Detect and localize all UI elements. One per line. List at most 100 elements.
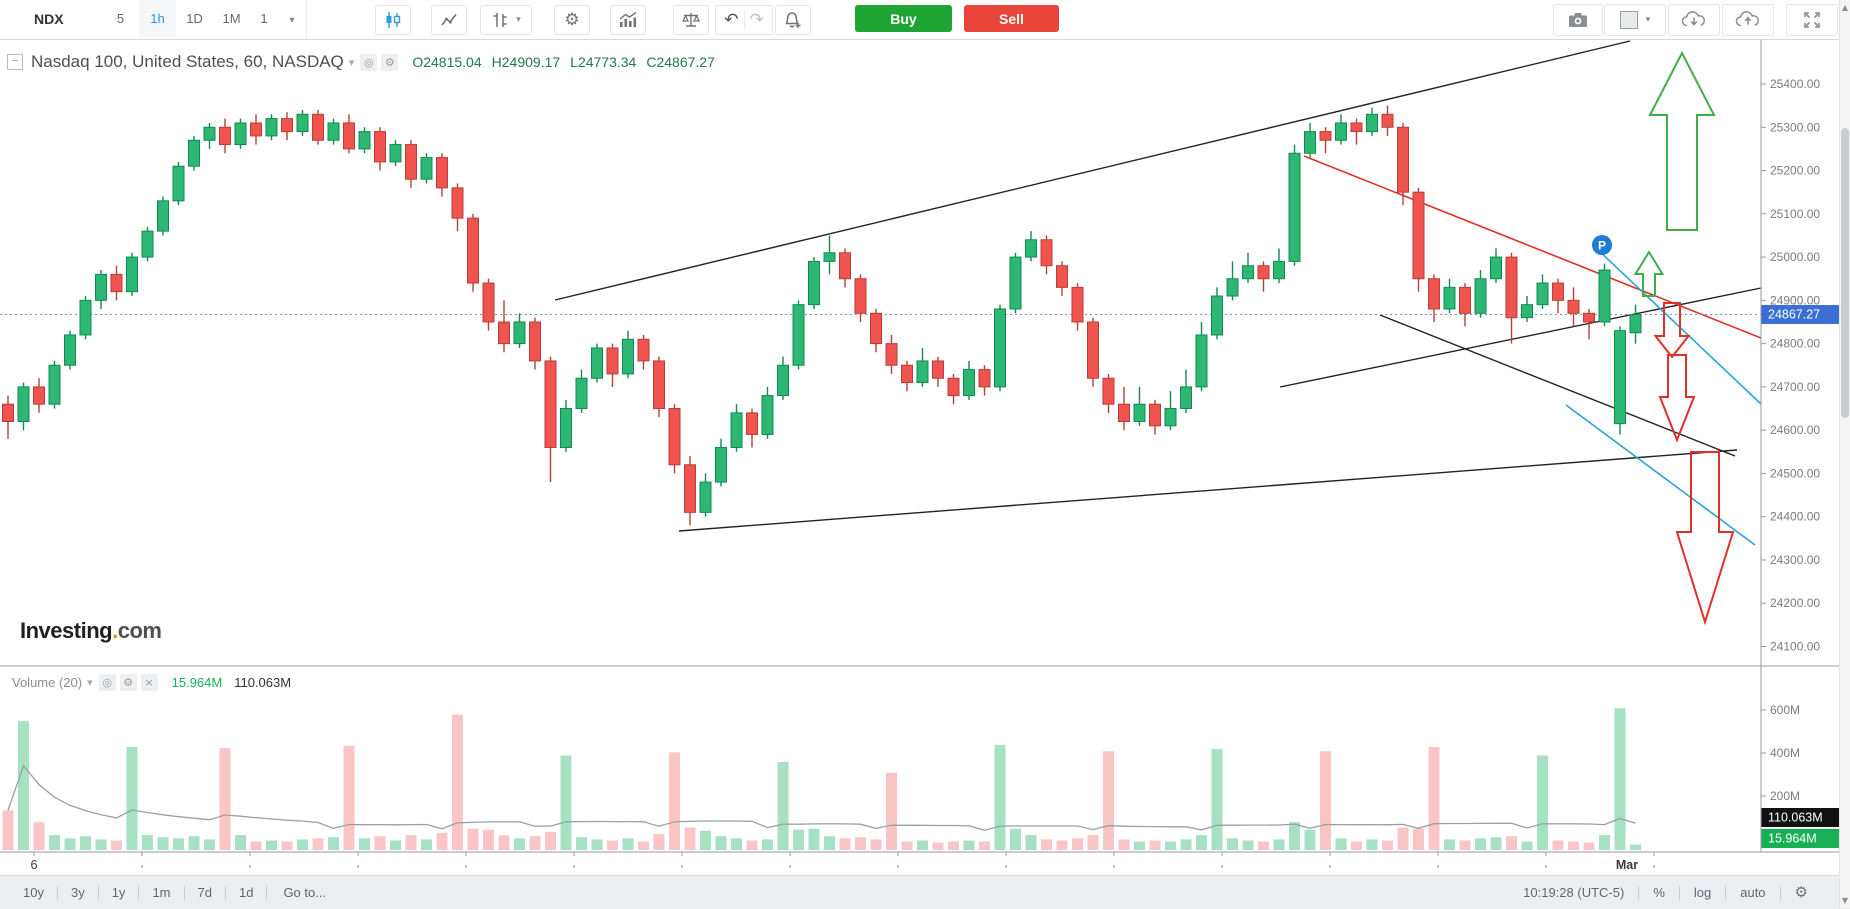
redo-icon[interactable]: ↷ — [749, 9, 764, 30]
chart-type-candles-button[interactable] — [375, 5, 411, 35]
interval-dropdown[interactable]: ▾ — [278, 0, 307, 38]
range-button-1m[interactable]: 1m — [152, 885, 171, 900]
hide-volume-icon[interactable]: ◎ — [98, 673, 116, 691]
volume-bar — [1304, 829, 1316, 850]
volume-bar — [142, 835, 153, 850]
candle-body — [808, 260, 820, 306]
settings-button[interactable]: ⚙ — [554, 5, 590, 35]
trendline-ascending-right-black[interactable] — [1279, 287, 1762, 388]
range-button-1d[interactable]: 1d — [238, 885, 254, 900]
candle-body — [203, 126, 216, 141]
arrow-down-medium[interactable] — [1658, 354, 1696, 443]
percent-scale-button[interactable]: % — [1653, 885, 1665, 900]
trendline-upper-black[interactable] — [554, 40, 1631, 301]
page-scrollbar[interactable]: ▲ ▼ — [1839, 0, 1850, 908]
interval-button-1[interactable]: 1 — [250, 0, 279, 38]
chevron-down-icon[interactable]: ▾ — [348, 55, 355, 69]
volume-last-label — [1761, 829, 1841, 848]
candle-body — [312, 113, 324, 141]
volume-bar — [607, 840, 618, 850]
candle-body — [126, 256, 138, 293]
volume-bar — [343, 745, 355, 850]
interval-button-1h[interactable]: 1h — [139, 0, 177, 38]
buy-button[interactable]: Buy — [855, 5, 952, 32]
indicators-button[interactable] — [610, 5, 646, 35]
candle-body — [916, 360, 929, 384]
scroll-down-icon[interactable]: ▼ — [1841, 896, 1849, 905]
candle-body — [1536, 282, 1549, 306]
candle-body — [1040, 239, 1053, 267]
volume-bar — [1103, 751, 1114, 850]
volume-bar — [1428, 746, 1440, 850]
volume-bar — [1459, 840, 1471, 850]
scrollbar-thumb[interactable] — [1841, 128, 1849, 418]
trendline-lower-black[interactable] — [678, 449, 1738, 532]
cloud-upload-icon — [1735, 11, 1759, 27]
symbol-input[interactable]: NDX — [0, 0, 103, 38]
fullscreen-button[interactable] — [1786, 4, 1838, 36]
layout-button[interactable]: ▾ — [1604, 4, 1666, 36]
auto-scale-button[interactable]: auto — [1740, 885, 1766, 900]
trendline-red[interactable] — [1303, 155, 1762, 339]
volume-indicator-label[interactable]: Volume (20) — [12, 674, 83, 690]
chart-type-bars-button[interactable]: ▾ — [480, 5, 532, 35]
range-button-10y[interactable]: 10y — [23, 885, 44, 900]
range-button-3y[interactable]: 3y — [70, 885, 85, 900]
position-marker-icon[interactable] — [1592, 235, 1612, 255]
ohlc-open: O24815.04 — [412, 54, 482, 70]
candle-body — [1381, 113, 1394, 128]
volume-bar — [762, 839, 773, 850]
scroll-up-icon[interactable]: ▲ — [1841, 3, 1849, 12]
trendline-blue-2[interactable] — [1565, 404, 1756, 546]
arrow-down-small[interactable] — [1653, 302, 1691, 359]
snapshot-button[interactable] — [1553, 4, 1603, 36]
axis-settings-gear-icon[interactable]: ⚙ — [1794, 883, 1808, 901]
load-chart-button[interactable] — [1668, 4, 1720, 36]
chevron-down-icon[interactable]: ▾ — [87, 675, 93, 689]
trendline-descending-black[interactable] — [1379, 314, 1736, 457]
scales-icon — [681, 13, 701, 27]
volume-bar — [80, 836, 91, 850]
remove-volume-icon[interactable]: × — [140, 673, 158, 691]
trendline-blue-1[interactable] — [1595, 247, 1762, 405]
candle-body — [17, 386, 30, 423]
arrow-up-large[interactable] — [1648, 50, 1716, 231]
candle-body — [1273, 260, 1285, 280]
candle-body — [870, 312, 882, 345]
volume-ma-label — [1761, 808, 1841, 827]
candle-body — [544, 360, 557, 448]
compare-button[interactable] — [673, 5, 709, 35]
sell-button[interactable]: Sell — [964, 5, 1059, 32]
volume-settings-icon[interactable]: ⚙ — [119, 673, 137, 691]
range-button-1y[interactable]: 1y — [111, 885, 126, 900]
arrow-down-large[interactable] — [1675, 451, 1735, 626]
series-settings-icon[interactable]: ⚙ — [381, 53, 399, 71]
candle-body — [746, 412, 758, 435]
volume-header: Volume (20) ▾ ◎ ⚙ × 15.964M 110.063M — [12, 672, 291, 692]
range-button-7d[interactable]: 7d — [197, 885, 212, 900]
volume-bar — [204, 839, 215, 850]
interval-button-5[interactable]: 5 — [102, 0, 140, 38]
ohlc-bars-icon — [493, 13, 507, 27]
interval-button-1M[interactable]: 1M — [213, 0, 251, 38]
log-scale-button[interactable]: log — [1693, 885, 1712, 900]
arrow-up-small[interactable] — [1633, 250, 1665, 297]
volume-bar — [1056, 840, 1068, 850]
undo-icon[interactable]: ↶ — [724, 9, 739, 30]
save-chart-button[interactable] — [1722, 4, 1774, 36]
gear-icon: ⚙ — [564, 9, 580, 30]
candle-body — [1614, 330, 1626, 425]
clock[interactable]: 10:19:28 (UTC-5) — [1523, 885, 1625, 900]
volume-bar — [297, 839, 308, 850]
volume-bar — [312, 838, 324, 850]
series-title[interactable]: Nasdaq 100, United States, 60, NASDAQ — [31, 52, 344, 71]
hide-series-icon[interactable]: ◎ — [360, 53, 378, 71]
interval-button-1D[interactable]: 1D — [176, 0, 214, 38]
price-tick-label: 24400.00 — [1770, 510, 1820, 524]
collapse-pane-button[interactable]: − — [7, 54, 23, 70]
goto-date-button[interactable]: Go to... — [283, 885, 327, 900]
candle-body — [1180, 386, 1192, 410]
chart-type-line-button[interactable] — [431, 5, 467, 35]
alert-button[interactable] — [775, 5, 811, 35]
